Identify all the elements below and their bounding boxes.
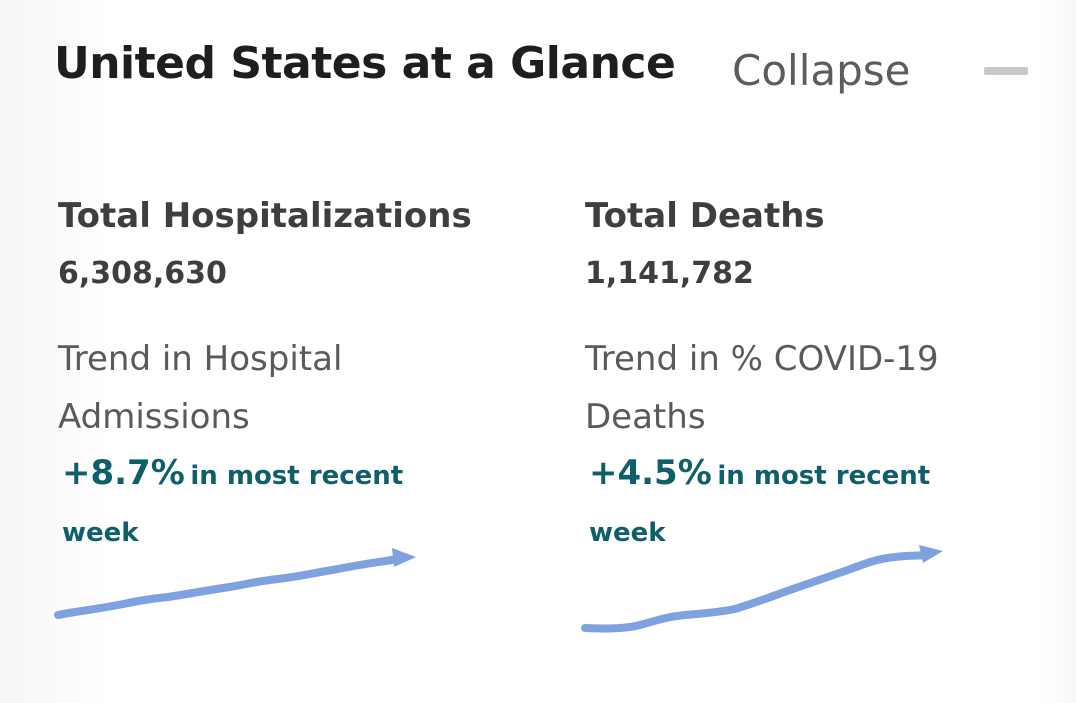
metric-title: Total Deaths: [585, 196, 825, 236]
collapse-button[interactable]: Collapse: [732, 46, 911, 95]
trend-suffix: in most recent week: [62, 461, 404, 548]
trend-percent: +4.5%: [589, 453, 712, 493]
metric-value: 1,141,782: [585, 256, 754, 291]
metric-value: 6,308,630: [58, 256, 227, 291]
trend-suffix: in most recent week: [589, 461, 931, 548]
trend-change: +4.5% in most recent week: [589, 446, 1009, 563]
page-title: United States at a Glance: [54, 38, 676, 89]
trend-percent: +8.7%: [62, 453, 185, 493]
metric-deaths: Total Deaths 1,141,782 Trend in % COVID-…: [581, 0, 1045, 703]
sparkline-line: [581, 551, 929, 633]
minus-icon[interactable]: [984, 67, 1028, 75]
trend-sparkline-up-icon: [581, 545, 943, 633]
sparkline-line: [54, 555, 402, 619]
metric-title: Total Hospitalizations: [58, 196, 472, 236]
metric-hospitalizations: Total Hospitalizations 6,308,630 Trend i…: [54, 0, 518, 703]
trend-label: Trend in % COVID-19 Deaths: [585, 339, 939, 437]
sparkline-arrow: [919, 545, 943, 563]
trend-label: Trend in Hospital Admissions: [58, 339, 343, 437]
trend-change: +8.7% in most recent week: [62, 446, 482, 563]
sparkline-arrow: [392, 548, 416, 567]
trend-sparkline-up-icon: [54, 548, 416, 619]
